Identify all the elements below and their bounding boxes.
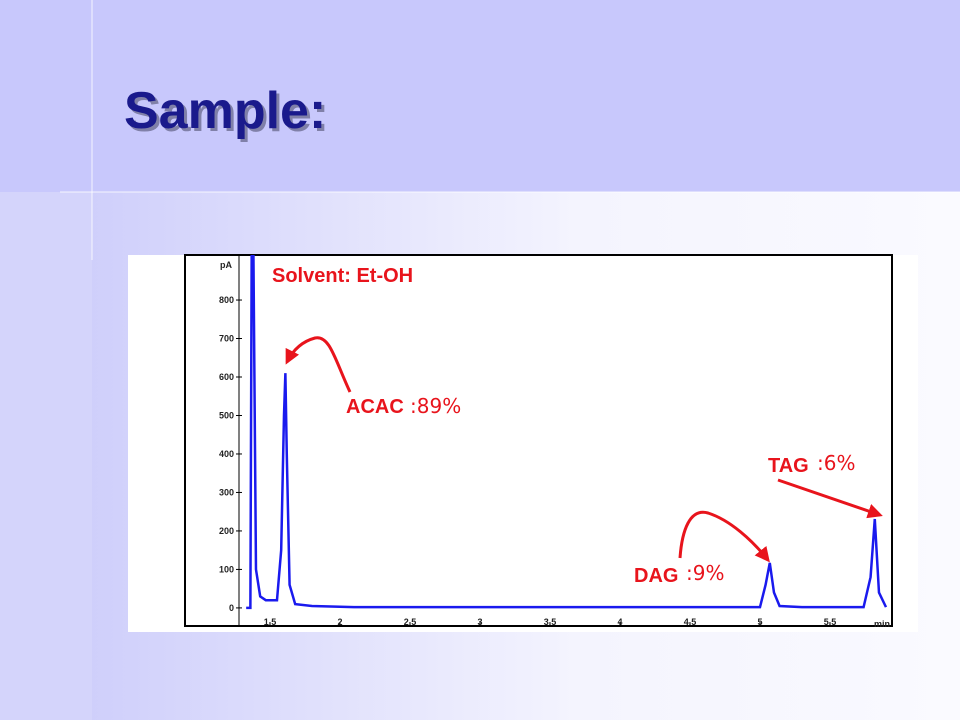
x-tick-label: 3 xyxy=(477,617,482,627)
x-tick-label: 1.5 xyxy=(264,617,277,627)
title-band xyxy=(0,0,960,192)
annotation: TAG xyxy=(768,455,809,477)
annotation: Solvent: Et-OH xyxy=(272,265,413,287)
y-tick-label: 600 xyxy=(219,372,234,382)
y-tick-label: 500 xyxy=(219,410,234,420)
x-tick-label: 5.5 xyxy=(824,617,837,627)
y-tick-label: 800 xyxy=(219,295,234,305)
x-tick-label: 2.5 xyxy=(404,617,417,627)
y-tick-label: 400 xyxy=(219,449,234,459)
y-tick-label: 0 xyxy=(229,603,234,613)
plot-frame xyxy=(184,254,893,627)
y-tick-label: 200 xyxy=(219,526,234,536)
y-tick-label: 100 xyxy=(219,564,234,574)
arrow xyxy=(285,336,352,393)
y-tick-label: 300 xyxy=(219,487,234,497)
x-tick-label: 5 xyxy=(757,617,762,627)
arrow xyxy=(678,510,770,563)
annotation: DAG xyxy=(634,565,678,587)
x-tick-label: 2 xyxy=(337,617,342,627)
arrow xyxy=(777,478,883,519)
y-tick-label: 700 xyxy=(219,334,234,344)
annotation: :9% xyxy=(686,561,724,585)
x-tick-label: 4.5 xyxy=(684,617,697,627)
chart-area xyxy=(128,255,918,632)
slide-title: Sample: xyxy=(124,82,326,140)
x-unit: min xyxy=(874,619,890,629)
annotation: :89% xyxy=(410,394,461,418)
left-band xyxy=(0,192,92,720)
annotation: ACAC xyxy=(346,396,404,418)
annotation: :6% xyxy=(817,451,855,475)
signal-line xyxy=(246,255,888,610)
x-tick-label: 3.5 xyxy=(544,617,557,627)
x-tick-label: 4 xyxy=(617,617,622,627)
y-unit: pA xyxy=(220,260,232,270)
